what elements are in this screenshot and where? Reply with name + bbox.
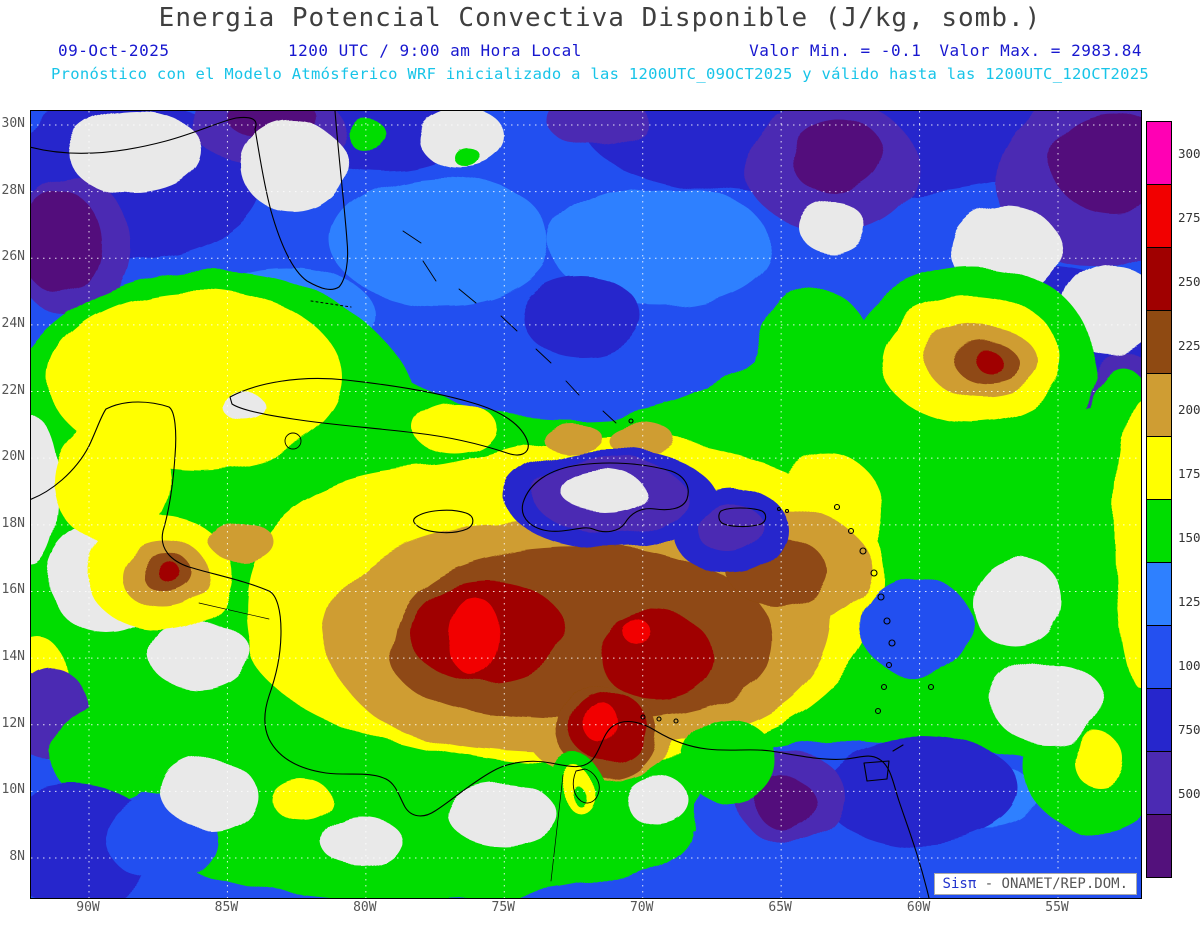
- max-value-label: Valor Max. = 2983.84: [939, 41, 1142, 60]
- colorbar-segment: [1146, 121, 1172, 185]
- colorbar-segment: [1146, 751, 1172, 815]
- lat-tick-label: 24N: [1, 315, 25, 331]
- colorbar-tick-label: 1500: [1178, 530, 1200, 545]
- colorbar: 3000 2750 2500 2250 2000 1750 1500 1250 1000 750 5…: [1146, 121, 1200, 890]
- grid-layer: [31, 111, 1141, 898]
- colorbar-tick-label: 2750: [1178, 210, 1200, 225]
- lat-tick-label: 30N: [1, 116, 25, 131]
- lat-tick-label: 18N: [1, 515, 25, 531]
- colorbar-segment: [1146, 562, 1172, 626]
- longitude-axis: 90W 85W 80W 75W 70W 65W 60W 55W: [30, 900, 1140, 920]
- colorbar-tick-label: 2250: [1178, 338, 1200, 353]
- colorbar-segment: [1146, 499, 1172, 563]
- lon-tick-label: 70W: [629, 900, 654, 915]
- attribution: Sisπ - ONAMET/REP.DOM.: [933, 873, 1137, 895]
- colorbar-tick-label: 2500: [1178, 274, 1200, 289]
- colorbar-tick-label: 1250: [1178, 594, 1200, 609]
- colorbar-segment: [1146, 688, 1172, 752]
- forecast-note: Pronóstico con el Modelo Atmósferico WRF…: [50, 65, 1150, 83]
- lon-tick-label: 60W: [906, 900, 931, 915]
- lat-tick-label: 16N: [1, 582, 25, 598]
- lon-tick-label: 80W: [353, 900, 377, 915]
- minmax-values: Valor Min. = -0.1 Valor Max. = 2983.84: [749, 41, 1142, 60]
- lon-tick-label: 75W: [491, 900, 516, 915]
- attribution-text: - ONAMET/REP.DOM.: [984, 876, 1128, 892]
- lat-tick-label: 22N: [1, 382, 25, 398]
- lon-tick-label: 90W: [76, 900, 100, 915]
- colorbar-tick-label: 750: [1178, 722, 1200, 737]
- colorbar-tick-label: 3000: [1178, 146, 1200, 161]
- cape-map: Sisπ - ONAMET/REP.DOM.: [30, 110, 1142, 899]
- colorbar-segment: [1146, 373, 1172, 437]
- colorbar-segment: [1146, 814, 1172, 878]
- lat-tick-label: 20N: [1, 449, 25, 465]
- colorbar-tick-label: 2000: [1178, 402, 1200, 417]
- colorbar-segment: [1146, 247, 1172, 311]
- lat-tick-label: 26N: [1, 249, 25, 265]
- page-title: Energia Potencial Convectiva Disponible …: [158, 3, 1042, 33]
- lat-tick-label: 8N: [9, 848, 25, 864]
- run-date: 09-Oct-2025: [58, 41, 170, 60]
- lon-tick-label: 85W: [214, 900, 239, 915]
- cape-field-layer: [31, 111, 1141, 898]
- lon-tick-label: 55W: [1045, 900, 1069, 915]
- colorbar-tick-label: 1750: [1178, 466, 1200, 481]
- min-value-label: Valor Min. = -0.1: [749, 41, 922, 60]
- colorbar-segment: [1146, 184, 1172, 248]
- lon-tick-label: 65W: [768, 900, 792, 915]
- colorbar-segment: [1146, 625, 1172, 689]
- lat-tick-label: 12N: [1, 715, 25, 731]
- lat-tick-label: 10N: [1, 782, 25, 798]
- colorbar-segment: [1146, 310, 1172, 374]
- colorbar-tick-label: 1000: [1178, 658, 1200, 673]
- attribution-brand: Sisπ: [942, 876, 977, 892]
- lat-tick-label: 14N: [1, 649, 25, 665]
- cape-map-svg: [31, 111, 1141, 898]
- lat-tick-label: 28N: [1, 182, 25, 198]
- cape-max-core: [450, 598, 502, 678]
- latitude-axis: 30N 28N 26N 24N 22N 20N 18N 16N 14N 12N 10N 8N: [0, 110, 28, 897]
- colorbar-segment: [1146, 436, 1172, 500]
- coastline-layer: [31, 111, 935, 898]
- colorbar-tick-label: 500: [1178, 786, 1200, 801]
- run-time: 1200 UTC / 9:00 am Hora Local: [288, 41, 582, 60]
